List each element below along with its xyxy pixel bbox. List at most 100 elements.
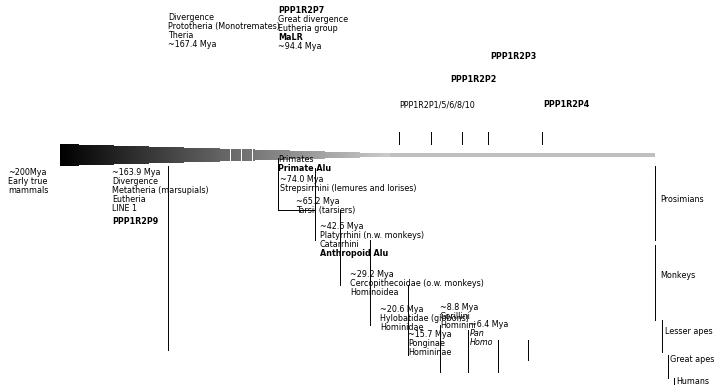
Bar (323, 151, 324, 159)
Bar (287, 151, 288, 159)
Bar (111, 146, 113, 164)
Bar (101, 145, 102, 165)
Bar (184, 147, 186, 162)
Bar (282, 150, 283, 160)
Bar (100, 145, 101, 165)
Bar (278, 150, 279, 160)
Bar (123, 146, 124, 164)
Bar (233, 149, 234, 161)
Bar (179, 147, 180, 162)
Bar (380, 153, 381, 157)
Bar (70, 144, 71, 166)
Bar (81, 145, 82, 166)
Bar (269, 150, 270, 160)
Bar (256, 149, 257, 161)
Bar (84, 145, 86, 165)
Bar (285, 151, 287, 160)
Bar (389, 153, 390, 157)
Bar (369, 153, 370, 157)
Text: Great apes: Great apes (670, 355, 715, 365)
Bar (303, 151, 304, 159)
Bar (334, 152, 335, 158)
Bar (377, 153, 378, 157)
Text: Hominidae: Hominidae (380, 323, 423, 332)
Bar (145, 146, 146, 164)
Bar (275, 150, 277, 160)
Bar (255, 149, 256, 161)
Bar (360, 152, 362, 157)
Bar (173, 147, 175, 163)
Bar (342, 152, 343, 158)
Bar (234, 149, 235, 161)
Bar (142, 146, 144, 164)
Bar (129, 146, 130, 164)
Bar (80, 144, 81, 166)
Text: Metatheria (marsupials): Metatheria (marsupials) (112, 186, 209, 195)
Bar (198, 148, 200, 162)
Bar (86, 145, 88, 165)
Bar (267, 150, 268, 160)
Bar (160, 147, 161, 163)
Text: PPP1R2P4: PPP1R2P4 (543, 100, 590, 109)
Bar (257, 150, 258, 161)
Bar (373, 153, 375, 157)
Bar (99, 145, 100, 165)
Bar (259, 150, 260, 161)
Bar (106, 145, 107, 165)
Bar (139, 146, 140, 164)
Text: Gorillini: Gorillini (440, 312, 471, 321)
Bar (152, 147, 153, 163)
Text: Tarsii (tarsiers): Tarsii (tarsiers) (296, 206, 355, 215)
Bar (364, 152, 365, 157)
Bar (74, 144, 75, 166)
Text: mammals: mammals (8, 186, 48, 195)
Bar (122, 146, 123, 164)
Text: PPP1R2P9: PPP1R2P9 (112, 217, 158, 226)
Bar (137, 146, 138, 164)
Bar (325, 152, 326, 159)
Bar (206, 148, 207, 162)
Bar (212, 148, 213, 162)
Bar (302, 151, 303, 159)
Bar (193, 148, 194, 162)
Text: ~20.6 Mya: ~20.6 Mya (380, 305, 423, 314)
Bar (314, 151, 315, 159)
Bar (336, 152, 337, 158)
Bar (273, 150, 275, 160)
Text: PPP1R2P7: PPP1R2P7 (278, 6, 324, 15)
Bar (138, 146, 139, 164)
Bar (182, 147, 183, 162)
Bar (292, 151, 293, 159)
Bar (262, 150, 263, 160)
Bar (177, 147, 178, 163)
Bar (281, 150, 282, 160)
Text: Monkeys: Monkeys (660, 271, 695, 280)
Bar (350, 152, 352, 158)
Bar (155, 147, 156, 163)
Bar (191, 148, 192, 162)
Bar (107, 146, 109, 165)
Text: Catarrhini: Catarrhini (320, 240, 360, 249)
Bar (207, 148, 209, 162)
Bar (341, 152, 342, 158)
Bar (192, 148, 193, 162)
Bar (196, 148, 198, 162)
Bar (293, 151, 294, 159)
Text: PPP1R2P3: PPP1R2P3 (490, 52, 536, 61)
Bar (136, 146, 137, 164)
Bar (333, 152, 334, 158)
Bar (229, 149, 231, 161)
Text: ~6.4 Mya: ~6.4 Mya (470, 320, 508, 329)
Bar (151, 147, 152, 163)
Bar (301, 151, 302, 159)
Bar (224, 149, 225, 161)
Text: ~167.4 Mya: ~167.4 Mya (168, 40, 216, 49)
Text: PPP1R2P2: PPP1R2P2 (450, 75, 496, 84)
Bar (162, 147, 163, 163)
Bar (321, 151, 322, 159)
Bar (186, 147, 188, 162)
Bar (381, 153, 383, 157)
Text: ~15.7 Mya: ~15.7 Mya (408, 330, 452, 339)
Bar (61, 144, 63, 166)
Bar (113, 146, 114, 164)
